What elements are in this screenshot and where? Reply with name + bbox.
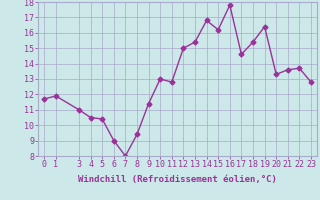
X-axis label: Windchill (Refroidissement éolien,°C): Windchill (Refroidissement éolien,°C) xyxy=(78,175,277,184)
